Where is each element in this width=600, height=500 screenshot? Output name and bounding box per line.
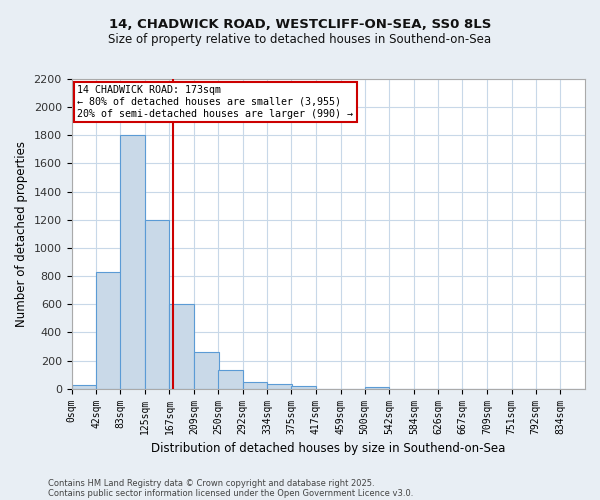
Text: 14, CHADWICK ROAD, WESTCLIFF-ON-SEA, SS0 8LS: 14, CHADWICK ROAD, WESTCLIFF-ON-SEA, SS0… — [109, 18, 491, 30]
Text: Contains HM Land Registry data © Crown copyright and database right 2025.: Contains HM Land Registry data © Crown c… — [48, 478, 374, 488]
Text: Contains public sector information licensed under the Open Government Licence v3: Contains public sector information licen… — [48, 488, 413, 498]
X-axis label: Distribution of detached houses by size in Southend-on-Sea: Distribution of detached houses by size … — [151, 442, 505, 455]
Bar — [242, 382, 268, 388]
Bar — [218, 370, 242, 388]
Bar — [292, 386, 316, 388]
Bar — [96, 272, 121, 388]
Text: 14 CHADWICK ROAD: 173sqm
← 80% of detached houses are smaller (3,955)
20% of sem: 14 CHADWICK ROAD: 173sqm ← 80% of detach… — [77, 86, 353, 118]
Bar — [71, 385, 96, 388]
Bar — [194, 352, 218, 389]
Text: Size of property relative to detached houses in Southend-on-Sea: Size of property relative to detached ho… — [109, 32, 491, 46]
Bar — [169, 304, 194, 388]
Bar — [365, 386, 389, 388]
Bar — [120, 136, 145, 388]
Bar — [145, 220, 169, 388]
Bar — [268, 384, 292, 388]
Y-axis label: Number of detached properties: Number of detached properties — [15, 141, 28, 327]
